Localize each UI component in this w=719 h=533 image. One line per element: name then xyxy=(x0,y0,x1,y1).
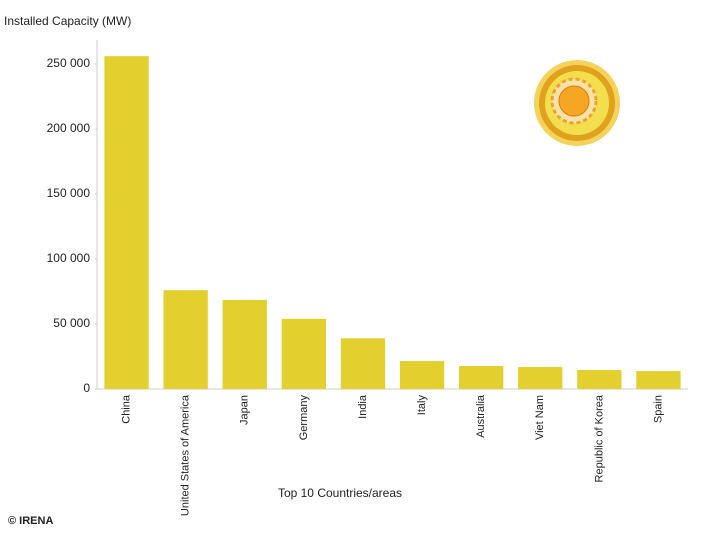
x-tick-label: China xyxy=(120,394,132,424)
bar xyxy=(577,370,622,389)
bar xyxy=(104,56,149,389)
bar xyxy=(518,367,563,389)
bar xyxy=(281,318,327,389)
bar xyxy=(636,371,681,389)
x-tick-label: Japan xyxy=(239,395,251,425)
bar xyxy=(163,290,208,389)
x-tick-label: Australia xyxy=(475,394,487,438)
bar xyxy=(399,361,445,389)
y-axis-title: Installed Capacity (MW) xyxy=(4,14,131,28)
y-tick-label: 150 000 xyxy=(47,186,91,200)
x-tick-label: Republic of Korea xyxy=(593,394,605,482)
bar xyxy=(222,299,267,389)
x-tick-label: Germany xyxy=(298,395,310,441)
x-tick-label: United States of America xyxy=(180,394,192,516)
sun-icon xyxy=(534,60,620,146)
y-tick-label: 200 000 xyxy=(47,121,91,135)
source: © IRENA xyxy=(8,515,53,527)
x-tick-label: Spain xyxy=(652,395,664,423)
x-axis-title: Top 10 Countries/areas xyxy=(278,486,402,500)
bar xyxy=(340,338,386,389)
y-tick-label: 50 000 xyxy=(53,316,90,330)
y-tick-label: 100 000 xyxy=(47,251,91,265)
bar xyxy=(458,365,504,389)
x-tick-label: Italy xyxy=(416,395,428,416)
y-tick-label: 0 xyxy=(83,381,90,395)
x-tick-label: India xyxy=(357,394,369,419)
y-tick-label: 250 000 xyxy=(47,56,91,70)
x-tick-label: Viet Nam xyxy=(534,395,546,440)
